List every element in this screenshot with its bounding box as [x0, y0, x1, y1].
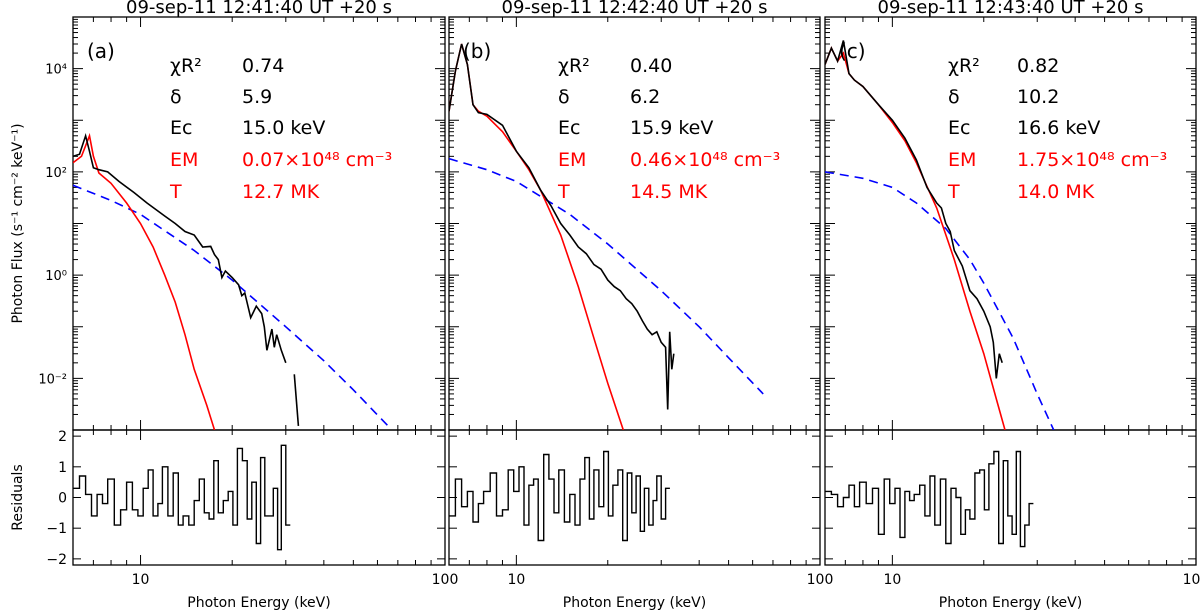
nonthermal-fit-line — [825, 171, 1055, 430]
residuals-plot-frame — [448, 429, 821, 566]
x-tick-label: 10 — [507, 572, 525, 588]
x-tick-label: 10 — [883, 572, 901, 588]
legend-em-label: EM — [558, 149, 586, 171]
panel-c: 09-sep-11 12:43:40 UT +20 s 10 100 Photon E… — [824, 0, 1200, 611]
legend-t-value: 12.7 MK — [242, 181, 320, 203]
legend-ec-label: Ec — [558, 117, 580, 139]
nonthermal-fit-line — [449, 157, 764, 395]
legend-t-label: T — [169, 181, 182, 203]
x-tick-label: 100 — [807, 572, 834, 588]
main-plot-frame — [824, 16, 1197, 431]
residuals-plot-frame — [824, 429, 1197, 566]
legend-em-value: 0.07×10⁴⁸ cm⁻³ — [242, 149, 392, 171]
nonthermal-fit-line — [73, 184, 389, 427]
legend-chi-value: 0.82 — [1017, 55, 1059, 77]
legend-delta-label: δ — [170, 86, 182, 108]
observed-spectrum-line — [73, 132, 287, 364]
legend-ec-label: Ec — [170, 117, 192, 139]
thermal-fit-line — [449, 43, 625, 430]
x-axis-label: Photon Energy (keV) — [187, 595, 330, 611]
legend-delta-value: 10.2 — [1017, 86, 1059, 108]
legend-em-value: 0.46×10⁴⁸ cm⁻³ — [630, 149, 780, 171]
panel-letter: (c) — [839, 39, 866, 63]
y-tick-label: 10⁴ — [45, 63, 67, 78]
residual-tick-label: −2 — [46, 552, 67, 568]
main-plot-frame — [448, 16, 821, 431]
observed-spectrum-line — [825, 40, 1003, 379]
y-tick-label: 10² — [45, 166, 67, 181]
residual-tick-label: 2 — [58, 429, 67, 445]
x-axis-label: Photon Energy (keV) — [563, 595, 706, 611]
legend-delta-value: 5.9 — [242, 86, 272, 108]
panel-title: 09-sep-11 12:41:40 UT +20 s — [126, 0, 392, 18]
panel-b: 09-sep-11 12:42:40 UT +20 s 10 100 Photon E… — [448, 0, 834, 611]
residuals-axis-label: Residuals — [10, 464, 26, 530]
legend-ec-value: 15.0 keV — [242, 117, 325, 139]
residuals-step-line — [825, 450, 1034, 548]
residual-tick-label: 0 — [58, 491, 67, 507]
y-tick-label: 10⁻² — [38, 372, 67, 387]
legend-chi-value: 0.74 — [242, 55, 284, 77]
legend-ec-value: 16.6 keV — [1017, 117, 1100, 139]
thermal-fit-line — [825, 46, 1006, 430]
observed-spectrum-line — [449, 43, 675, 410]
legend-em-label: EM — [170, 149, 198, 171]
legend-t-label: T — [947, 181, 960, 203]
legend-delta-label: δ — [948, 86, 960, 108]
legend-t-value: 14.0 MK — [1017, 181, 1095, 203]
panel-title: 09-sep-11 12:43:40 UT +20 s — [878, 0, 1144, 18]
residual-tick-label: −1 — [46, 521, 67, 537]
x-tick-label: 100 — [432, 572, 459, 588]
residuals-step-line — [449, 450, 670, 542]
legend-em-value: 1.75×10⁴⁸ cm⁻³ — [1017, 149, 1167, 171]
residuals-plot-frame — [72, 429, 446, 566]
observed-spectrum-tail — [293, 374, 300, 426]
legend-chi-label: χR² — [948, 55, 980, 77]
legend-t-value: 14.5 MK — [630, 181, 708, 203]
x-tick-label: 10 — [132, 572, 150, 588]
y-axis-label: Photon Flux (s⁻¹ cm⁻² keV⁻¹) — [10, 123, 26, 323]
residual-tick-label: 1 — [58, 460, 67, 476]
legend-delta-label: δ — [558, 86, 570, 108]
legend-chi-value: 0.40 — [630, 55, 672, 77]
panel-letter: (b) — [463, 39, 491, 63]
x-tick-label: 100 — [1183, 572, 1200, 588]
y-tick-label: 10⁰ — [45, 269, 67, 284]
thermal-fit-line — [73, 132, 216, 430]
main-plot-frame — [72, 16, 446, 431]
legend-delta-value: 6.2 — [630, 86, 660, 108]
legend-chi-label: χR² — [170, 55, 202, 77]
panel-letter: (a) — [87, 39, 115, 63]
x-axis-label: Photon Energy (keV) — [939, 595, 1082, 611]
residuals-step-line — [73, 444, 291, 551]
legend-chi-label: χR² — [558, 55, 590, 77]
legend-t-label: T — [557, 181, 570, 203]
legend-ec-label: Ec — [948, 117, 970, 139]
legend-ec-value: 15.9 keV — [630, 117, 713, 139]
legend-em-label: EM — [948, 149, 976, 171]
panel-title: 09-sep-11 12:42:40 UT +20 s — [502, 0, 768, 18]
